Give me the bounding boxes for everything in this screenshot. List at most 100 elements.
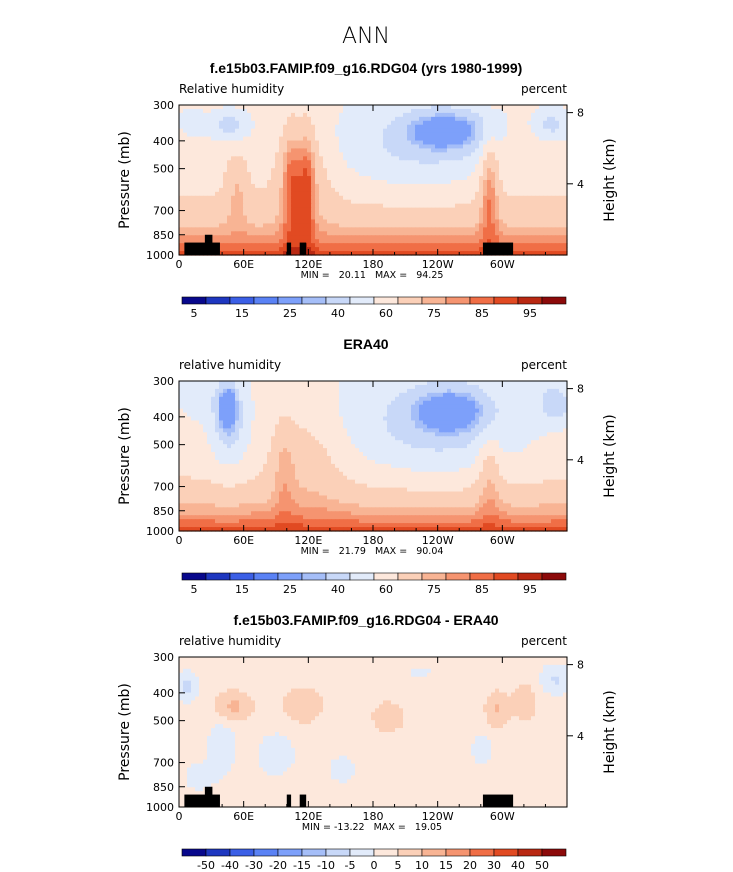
contour-cell	[271, 168, 276, 173]
contour-cell	[207, 392, 212, 398]
contour-cell	[535, 424, 540, 429]
contour-cell	[235, 207, 240, 213]
contour-cell	[527, 112, 532, 118]
contour-cell	[415, 124, 420, 130]
contour-cell	[331, 144, 336, 150]
contour-cell	[439, 412, 444, 418]
contour-cell	[415, 144, 420, 150]
contour-cell	[223, 144, 228, 150]
contour-cell	[279, 424, 284, 429]
contour-cell	[463, 219, 468, 225]
contour-cell	[491, 199, 496, 205]
contour-cell	[215, 132, 220, 138]
contour-cell	[363, 388, 368, 394]
contour-cell	[527, 176, 532, 181]
contour-cell	[303, 172, 308, 177]
contour-cell	[467, 140, 472, 146]
contour-cell	[259, 176, 264, 181]
contour-cell	[351, 223, 356, 228]
contour-cell	[223, 243, 228, 248]
contour-cell	[195, 215, 200, 221]
contour-cell	[387, 136, 392, 142]
contour-cell	[339, 168, 344, 173]
contour-cell	[499, 160, 504, 165]
contour-cell	[459, 211, 464, 217]
contour-cell	[407, 191, 412, 197]
contour-cell	[411, 148, 416, 153]
topography-block	[482, 242, 514, 255]
contour-cell	[299, 412, 304, 418]
contour-cell	[351, 132, 356, 138]
contour-cell	[499, 164, 504, 169]
contour-cell	[523, 231, 528, 236]
contour-cell	[487, 156, 492, 161]
contour-cell	[191, 120, 196, 126]
contour-cell	[255, 416, 260, 422]
contour-cell	[311, 120, 316, 126]
contour-cell	[475, 156, 480, 161]
contour-cell	[339, 144, 344, 150]
contour-cell	[235, 180, 240, 185]
contour-cell	[207, 404, 212, 410]
contour-cell	[491, 408, 496, 414]
contour-cell	[547, 156, 552, 161]
contour-cell	[539, 183, 544, 189]
contour-cell	[499, 191, 504, 197]
contour-cell	[539, 203, 544, 209]
contour-cell	[239, 176, 244, 181]
contour-cell	[423, 227, 428, 232]
contour-cell	[479, 408, 484, 414]
contour-cell	[479, 219, 484, 225]
contour-cell	[315, 156, 320, 161]
contour-cell	[255, 144, 260, 150]
contour-cell	[307, 420, 312, 426]
contour-cell	[215, 156, 220, 161]
contour-cell	[203, 176, 208, 181]
contour-cell	[295, 251, 300, 256]
contour-cell	[223, 108, 228, 114]
contour-cell	[451, 124, 456, 130]
contour-cell	[367, 176, 372, 181]
contour-cell	[315, 396, 320, 402]
contour-cell	[267, 424, 272, 429]
contour-cell	[415, 152, 420, 157]
contour-cell	[531, 381, 536, 386]
contour-cell	[183, 408, 188, 414]
contour-cell	[503, 392, 508, 398]
contour-cell	[403, 136, 408, 142]
contour-cell	[259, 400, 264, 406]
contour-cell	[191, 199, 196, 205]
contour-cell	[455, 176, 460, 181]
contour-cell	[359, 235, 364, 240]
contour-cell	[535, 187, 540, 193]
contour-cell	[467, 160, 472, 165]
contour-cell	[555, 105, 560, 110]
contour-cell	[223, 152, 228, 157]
contour-cell	[239, 156, 244, 161]
contour-cell	[543, 168, 548, 173]
contour-cell	[495, 203, 500, 209]
contour-cell	[231, 408, 236, 414]
contour-cell	[399, 152, 404, 157]
contour-cell	[335, 251, 340, 256]
contour-cell	[199, 412, 204, 418]
contour-cell	[559, 168, 564, 173]
contour-cell	[555, 404, 560, 410]
contour-cell	[459, 392, 464, 398]
contour-cell	[295, 384, 300, 390]
contour-cell	[255, 207, 260, 213]
contour-cell	[451, 400, 456, 406]
contour-cell	[403, 223, 408, 228]
contour-cell	[379, 392, 384, 398]
contour-cell	[427, 124, 432, 130]
contour-cell	[231, 187, 236, 193]
contour-cell	[371, 148, 376, 153]
contour-cell	[367, 152, 372, 157]
contour-cell	[559, 235, 564, 240]
y-tick-label: 400	[153, 135, 174, 148]
contour-cell	[259, 227, 264, 232]
contour-cell	[307, 428, 312, 433]
contour-cell	[191, 400, 196, 406]
contour-cell	[207, 183, 212, 189]
contour-cell	[331, 152, 336, 157]
